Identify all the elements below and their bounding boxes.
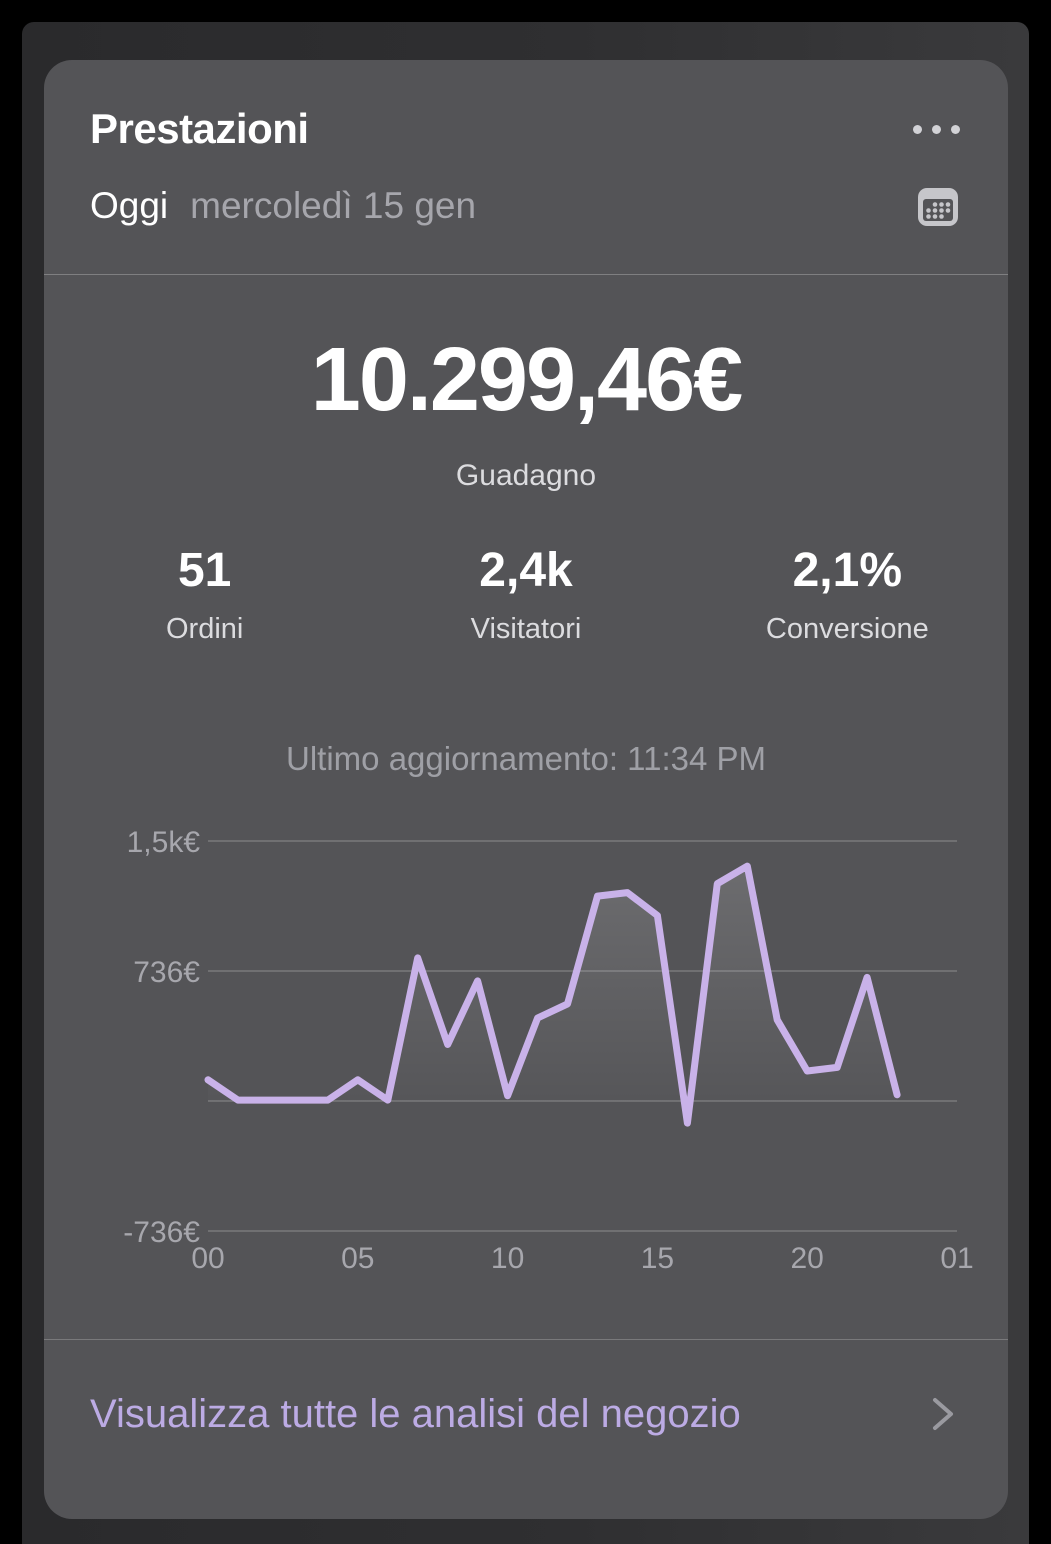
y-axis-tick-label: -736€ [123,1216,200,1249]
card-header: Prestazioni [90,104,962,154]
date-today-label: Oggi [90,185,169,226]
stat-label: Visitatori [470,613,582,645]
stat-orders: 51 Ordini [44,547,365,646]
x-axis-tick-label: 15 [641,1242,674,1275]
ellipsis-icon [951,124,960,134]
ellipsis-icon [932,124,941,134]
calendar-icon[interactable] [914,182,962,230]
stat-value: 51 [177,544,232,597]
y-axis-tick-label: 736€ [133,956,200,989]
header-divider [44,274,1008,275]
stat-label: Conversione [765,613,929,645]
more-options-button[interactable] [911,117,962,142]
chart-area-fill [208,866,898,1101]
footer-link-label: Visualizza tutte le analisi del negozio [90,1391,741,1436]
view-all-analytics-link[interactable]: Visualizza tutte le analisi del negozio [44,1386,1008,1442]
page-title: Prestazioni [90,105,309,152]
revenue-label: Guadagno [455,459,597,492]
revenue-line-chart: 1,5k€ 736€ -736€ 00 05 10 15 20 01 [44,818,1008,1283]
date-text: mercoledì 15 gen [190,185,477,226]
stat-conversion: 2,1% Conversione [687,547,1008,646]
stat-value: 2,1% [792,544,903,597]
ellipsis-icon [913,124,922,134]
last-updated-text: Ultimo aggiornamento: 11:34 PM [286,740,766,777]
x-axis-tick-label: 10 [491,1242,524,1275]
y-axis-tick-label: 1,5k€ [127,826,201,859]
stat-visitors: 2,4k Visitatori [365,547,686,646]
stat-value: 2,4k [479,544,573,597]
date-selector[interactable]: Oggi mercoledì 15 gen [90,180,962,232]
performance-card: Prestazioni Oggi mercoledì 15 gen [44,60,1008,1519]
stat-label: Ordini [165,613,244,645]
stats-row: 51 Ordini 2,4k Visitatori 2,1% Conversio… [44,547,1008,646]
footer-divider [44,1339,1008,1340]
x-axis-tick-label: 01 [940,1242,973,1275]
revenue-line-series [204,862,901,1127]
revenue-value: 10.299,46€ [310,330,743,430]
chevron-right-icon [933,1398,953,1430]
x-axis-tick-label: 05 [341,1242,374,1275]
x-axis-tick-label: 20 [791,1242,824,1275]
x-axis-tick-label: 00 [191,1242,224,1275]
